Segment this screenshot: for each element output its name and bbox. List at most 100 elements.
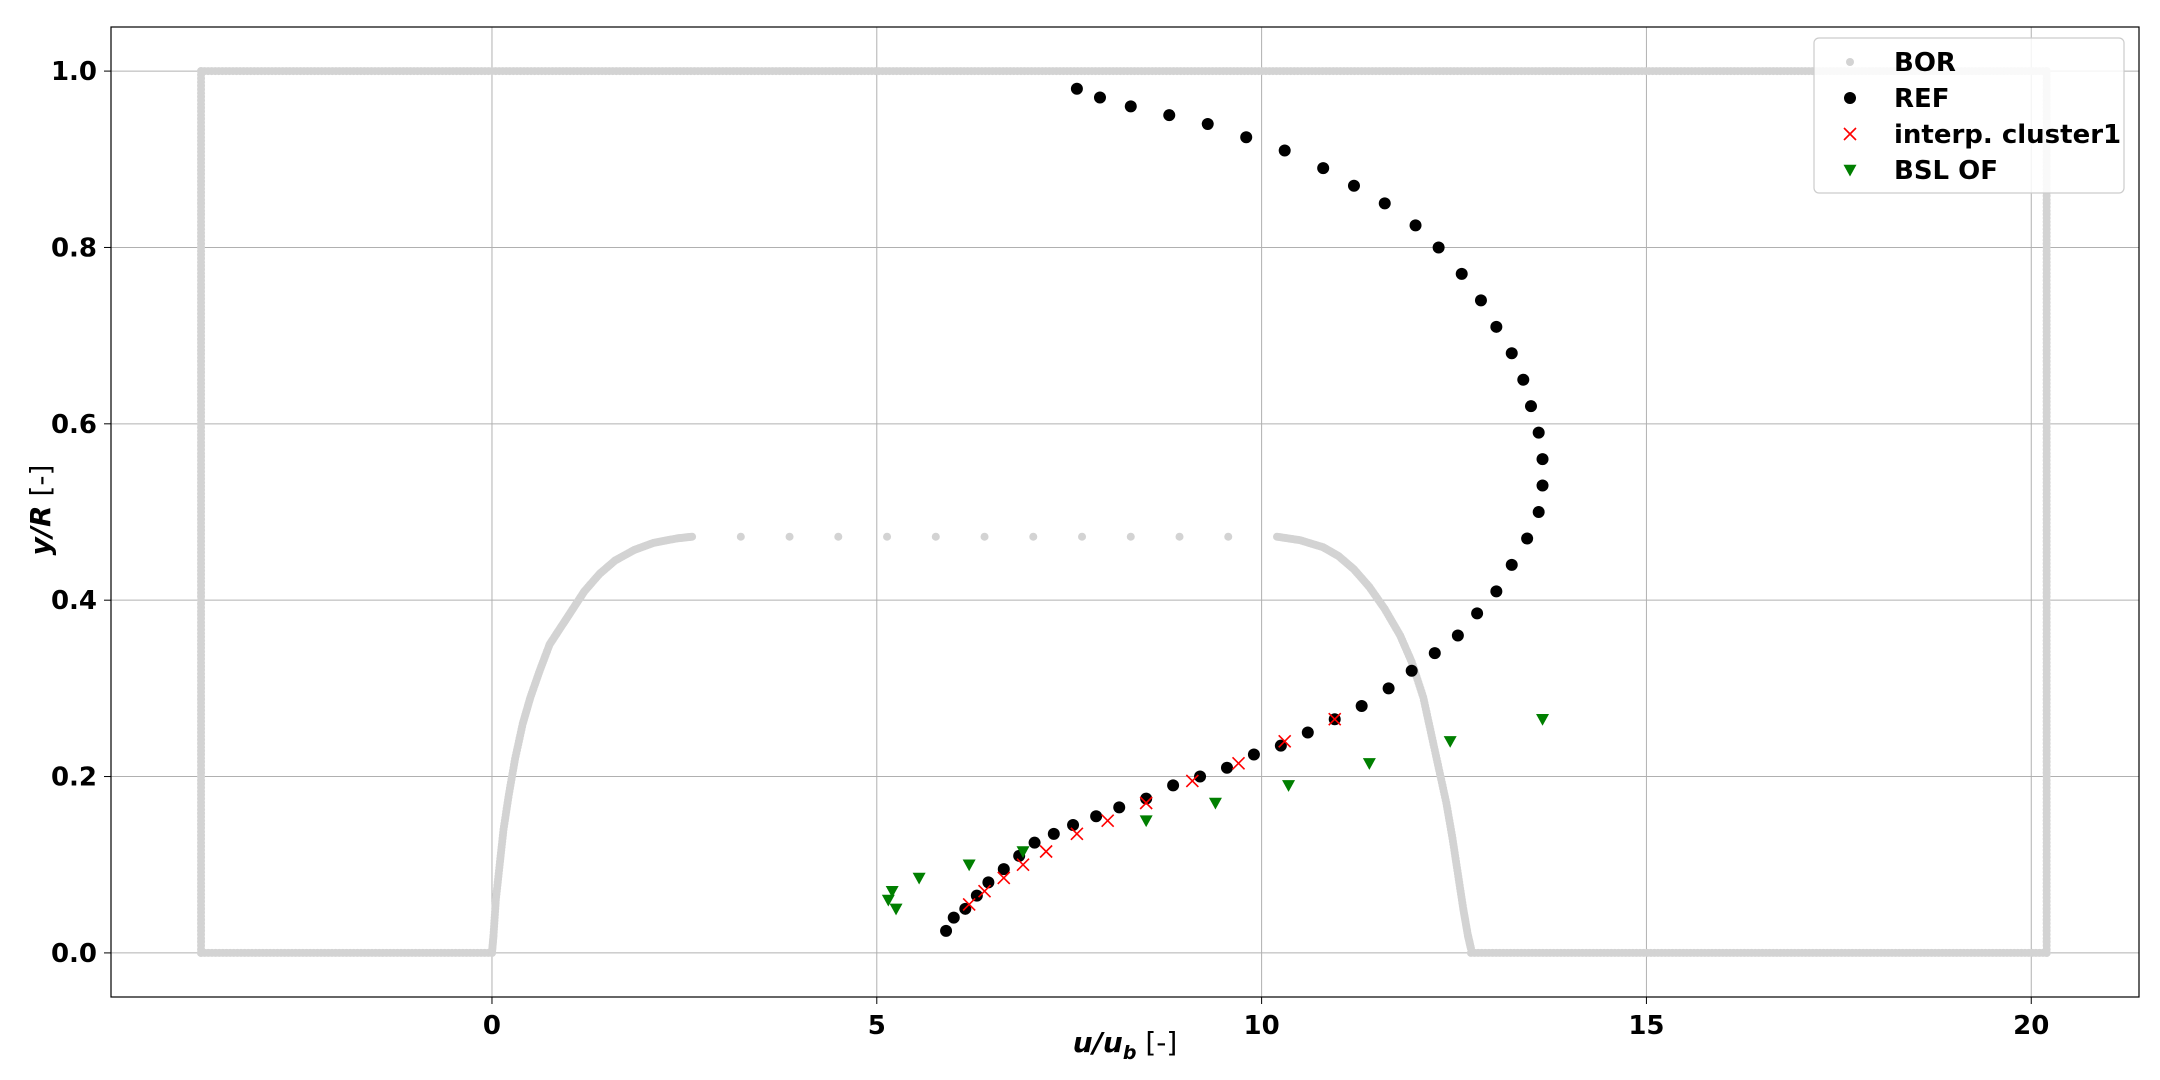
bor-point [1224,532,1233,541]
ref-point [1167,779,1180,792]
y-tick-label: 0.8 [51,233,97,263]
y-tick-label: 0.4 [51,586,97,616]
ref-point [1505,347,1518,360]
ref-point [1490,585,1503,598]
y-axis-label: y/R [-] [24,465,57,556]
bsl-of-point [962,859,976,872]
ref-point [1220,761,1233,774]
ref-point [1455,267,1468,280]
ref-point [1113,801,1126,814]
bsl-of-point [881,894,895,907]
ref-point [1409,219,1422,232]
bor-point [736,532,745,541]
ref-point [1090,810,1103,823]
ref-point [947,911,960,924]
bsl-of-point [1282,780,1296,792]
ref-point [997,863,1010,876]
ref-point [1490,320,1503,333]
ref-point [1240,131,1253,144]
ref-point [1432,241,1445,254]
ref-point [1278,144,1291,157]
ref-point [1428,647,1441,660]
interp-cluster1-point [962,897,976,911]
series-bor [197,67,2051,957]
ref-point [1355,700,1368,712]
ref-point [1163,109,1176,122]
bor-point [1078,532,1087,541]
bsl-of-point [885,885,899,898]
ref-point [940,924,953,937]
ref-point [1405,664,1418,677]
y-tick-label: 1.0 [51,57,97,87]
legend-label: BOR [1894,48,1956,78]
ref-point [1140,792,1153,805]
bor-point [1029,532,1038,541]
legend-marker-bsl-of [1843,164,1857,177]
bsl-of-point [1443,736,1457,748]
legend: BOR REF interp. cluster1 BSL OF [1813,37,2125,194]
ref-point [1301,726,1314,739]
interp-cluster1-point [1016,858,1030,872]
ref-point [1474,294,1487,307]
bor-point [1126,532,1135,541]
series-interp-cluster1 [962,712,1342,911]
legend-label: REF [1894,84,1950,114]
ref-point [1382,682,1395,695]
interp-cluster1-point [997,871,1011,885]
ref-point [1505,558,1518,571]
ref-point [1536,453,1549,466]
bsl-of-point [1139,815,1153,828]
ref-point [1536,479,1549,492]
y-tick-label: 0.6 [51,410,97,440]
y-tick-label: 0.0 [51,939,97,969]
legend-label: BSL OF [1894,156,1998,186]
series-bsl-of [881,714,1550,916]
ref-point [1047,827,1060,840]
legend-box [1813,37,2125,194]
ref-point [1347,179,1360,192]
interp-cluster1-point [1070,827,1084,841]
bor-point [980,532,989,541]
legend-marker-bor [1846,58,1854,66]
ref-point [1247,748,1260,761]
ref-point [1093,91,1106,104]
ref-point [1451,629,1464,642]
legend-marker-ref [1844,92,1856,104]
bor-point [785,532,794,541]
ref-point [1471,607,1484,620]
bor-point [1175,532,1184,541]
interp-cluster1-point [1231,756,1246,770]
bsl-of-point [1362,758,1376,770]
bsl-of-point [1536,714,1550,726]
ref-point [1517,373,1530,386]
ref-point [1124,100,1137,113]
bsl-of-point [1016,846,1030,858]
interp-cluster1-point [977,884,992,898]
x-axis-label: u/ub [-] [1073,1026,1178,1064]
ref-point [1194,770,1207,783]
interp-cluster1-point [1278,734,1292,748]
interp-cluster1-point [1101,814,1115,828]
x-tick-label: 15 [1628,1011,1664,1041]
y-tick-label: 0.2 [51,763,97,793]
bor-point [2042,948,2051,957]
bsl-of-point [889,903,903,916]
series-ref [940,82,1549,937]
ref-point [1521,532,1534,545]
ref-point [1028,836,1041,849]
interp-cluster1-point [1328,712,1342,726]
bor-point [834,532,843,541]
x-tick-label: 20 [2013,1011,2049,1041]
ref-point [1532,506,1545,518]
x-tick-label: 5 [868,1011,886,1041]
x-tick-label: 10 [1244,1011,1280,1041]
ref-point [1317,162,1330,175]
axes-frame [110,26,2140,998]
bor-point [931,532,940,541]
tick-labels: 0 5 10 15 20 0.0 0.2 0.4 0.6 0.8 1.0 [51,57,2049,1041]
interp-cluster1-point [1139,796,1153,810]
bsl-of-point [912,872,926,885]
ref-point [1070,82,1083,95]
bsl-of-point [1208,797,1222,810]
